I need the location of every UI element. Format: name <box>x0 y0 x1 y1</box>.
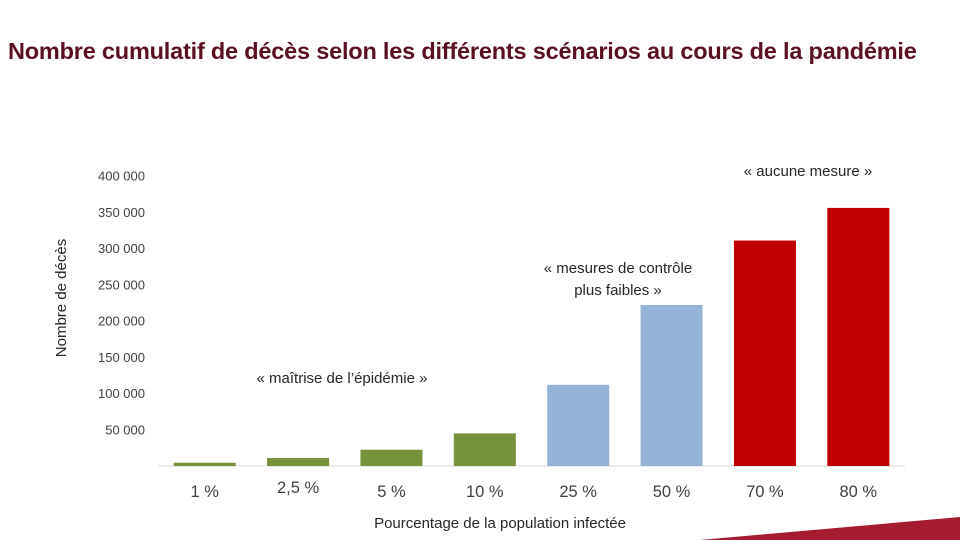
x-tick-label: 50 % <box>653 483 691 501</box>
x-axis-labels: 1 % 2,5 % 5 % 10 % 25 % 50 % 70 % 80 % <box>190 479 877 501</box>
y-tick-label: 200 000 <box>98 314 145 329</box>
annotation-aucune-mesure: « aucune mesure » <box>744 163 872 180</box>
x-tick-label: 80 % <box>840 483 878 501</box>
bar <box>453 433 516 466</box>
annotation-mesures-controle-line1: « mesures de contrôle <box>544 260 692 277</box>
y-tick-label: 300 000 <box>98 241 145 256</box>
bar <box>733 240 796 466</box>
x-tick-label: 5 % <box>377 483 406 501</box>
x-tick-label: 1 % <box>190 483 219 501</box>
bar <box>827 207 890 466</box>
bar <box>547 384 610 466</box>
y-axis-title: Nombre de décès <box>53 239 70 357</box>
x-tick-label: 10 % <box>466 483 504 501</box>
x-tick-label: 2,5 % <box>277 479 320 497</box>
bars <box>173 207 890 466</box>
y-tick-label: 250 000 <box>98 277 145 292</box>
annotation-maitrise: « maîtrise de l’épidémie » <box>257 370 428 387</box>
bar <box>360 449 423 466</box>
y-tick-label: 100 000 <box>98 386 145 401</box>
x-axis-title: Pourcentage de la population infectée <box>374 515 626 532</box>
x-tick-label: 25 % <box>559 483 597 501</box>
y-tick-label: 400 000 <box>98 169 145 184</box>
y-axis-ticks: 50 000 100 000 150 000 200 000 250 000 300 00… <box>98 169 145 438</box>
bar <box>173 462 236 466</box>
bar <box>640 305 703 466</box>
y-tick-label: 150 000 <box>98 350 145 365</box>
bar <box>267 458 330 466</box>
y-tick-label: 350 000 <box>98 205 145 220</box>
corner-decoration <box>700 517 960 540</box>
x-tick-label: 70 % <box>746 483 784 501</box>
annotation-mesures-controle-line2: plus faibles » <box>574 282 662 299</box>
page-title: Nombre cumulatif de décès selon les diff… <box>8 38 917 64</box>
y-tick-label: 50 000 <box>105 422 145 437</box>
